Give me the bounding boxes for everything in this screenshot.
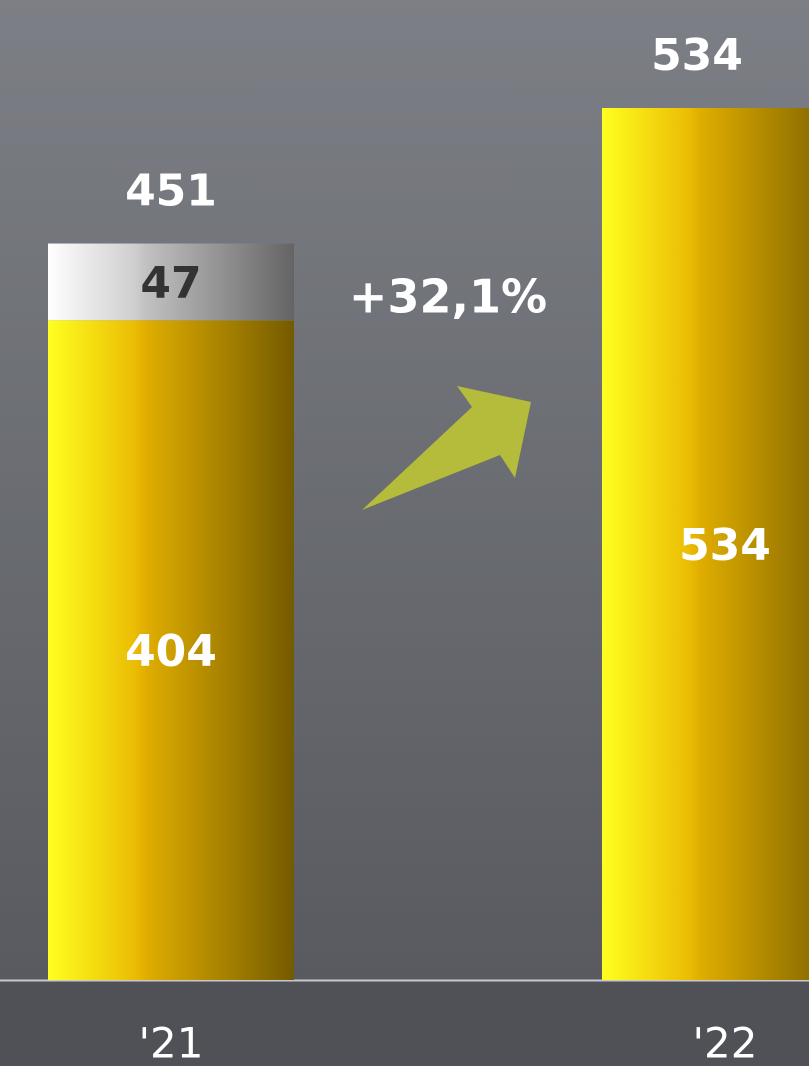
bar-shade xyxy=(602,108,809,980)
footer-band xyxy=(0,981,809,1066)
total-label: 534 xyxy=(651,30,743,81)
x-tick-label: '21 xyxy=(139,1019,204,1066)
bar-shade xyxy=(48,243,294,321)
x-tick-label: '22 xyxy=(693,1019,758,1066)
bar-shade xyxy=(48,320,294,980)
segment-label: 404 xyxy=(125,626,217,677)
total-label: 451 xyxy=(125,166,217,217)
growth-arrow xyxy=(362,386,531,510)
segment-label: 534 xyxy=(679,520,771,571)
growth-annotation: +32,1% xyxy=(349,270,547,324)
segment-label: 47 xyxy=(140,258,201,309)
